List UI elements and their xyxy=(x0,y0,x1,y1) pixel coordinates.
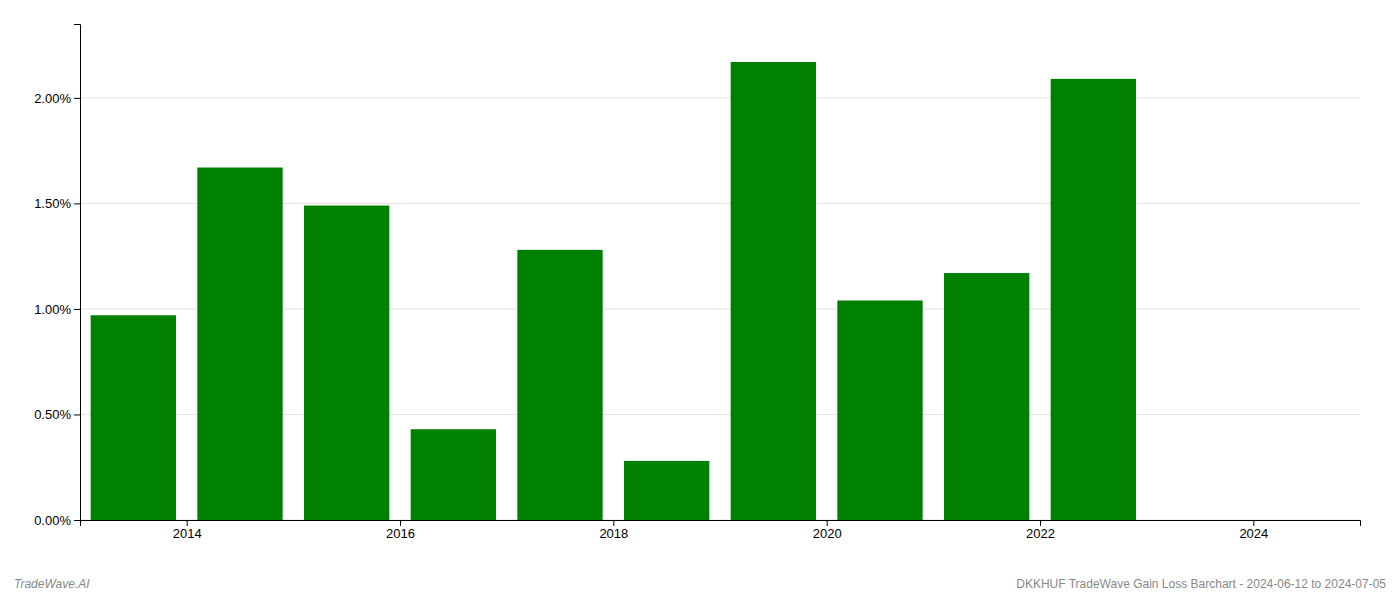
x-tick: 2016 xyxy=(386,520,415,541)
x-tick-label: 2018 xyxy=(599,526,628,541)
y-tick-label: 1.00% xyxy=(34,302,71,317)
y-tick: 1.00% xyxy=(34,302,80,317)
y-tick-label: 0.50% xyxy=(34,407,71,422)
y-tick-label: 1.50% xyxy=(34,196,71,211)
bar xyxy=(197,168,282,520)
chart: 0.00% 0.50% 1.00% 1.50% 2.00% 2014 2016 2018 202… xyxy=(0,0,1400,600)
annotations: TradeWave.AI DKKHUF TradeWave Gain Loss B… xyxy=(14,577,1386,591)
x-tick-mark xyxy=(1040,520,1041,526)
bar xyxy=(91,315,176,520)
y-tick-mark xyxy=(74,414,80,415)
y-tick: 2.00% xyxy=(34,91,80,106)
x-tick-label: 2024 xyxy=(1239,526,1268,541)
bar xyxy=(731,62,816,520)
bar xyxy=(304,206,389,520)
x-tick-mark xyxy=(827,520,828,526)
x-tick-label: 2016 xyxy=(386,526,415,541)
bar xyxy=(624,461,709,520)
bars xyxy=(91,62,1136,520)
bar xyxy=(1051,79,1136,520)
y-tick-mark xyxy=(74,309,80,310)
x-axis-line xyxy=(81,521,1361,527)
y-tick-label: 0.00% xyxy=(34,513,71,528)
y-tick-mark xyxy=(74,203,80,204)
y-tick-mark xyxy=(74,98,80,99)
x-tick: 2020 xyxy=(813,520,842,541)
bar xyxy=(411,429,496,520)
x-tick-mark xyxy=(613,520,614,526)
x-tick: 2018 xyxy=(599,520,628,541)
x-tick: 2024 xyxy=(1239,520,1268,541)
x-tick-label: 2020 xyxy=(813,526,842,541)
y-tick-label: 2.00% xyxy=(34,91,71,106)
bar xyxy=(837,300,922,520)
y-tick: 0.50% xyxy=(34,407,80,422)
y-tick: 0.00% xyxy=(34,513,80,528)
grid xyxy=(80,98,1360,520)
bar xyxy=(944,273,1029,520)
x-tick-label: 2022 xyxy=(1026,526,1055,541)
x-tick: 2022 xyxy=(1026,520,1055,541)
chart-container: 0.00% 0.50% 1.00% 1.50% 2.00% 2014 2016 2018 202… xyxy=(0,0,1400,600)
x-axis: 2014 2016 2018 2020 2022 2024 xyxy=(81,520,1361,541)
bar xyxy=(517,250,602,520)
bottom-right-label: DKKHUF TradeWave Gain Loss Barchart - 20… xyxy=(1016,577,1386,591)
x-tick: 2014 xyxy=(173,520,202,541)
x-tick-mark xyxy=(187,520,188,526)
grid-line xyxy=(80,97,1360,98)
y-tick: 1.50% xyxy=(34,196,80,211)
x-tick-mark xyxy=(400,520,401,526)
bottom-left-label: TradeWave.AI xyxy=(14,577,90,591)
plot: 0.00% 0.50% 1.00% 1.50% 2.00% 2014 2016 2018 202… xyxy=(34,25,1360,542)
y-axis-line xyxy=(74,25,81,521)
y-tick-mark xyxy=(74,520,80,521)
x-tick-mark xyxy=(1253,520,1254,526)
y-axis: 0.00% 0.50% 1.00% 1.50% 2.00% xyxy=(34,25,80,528)
x-tick-label: 2014 xyxy=(173,526,202,541)
